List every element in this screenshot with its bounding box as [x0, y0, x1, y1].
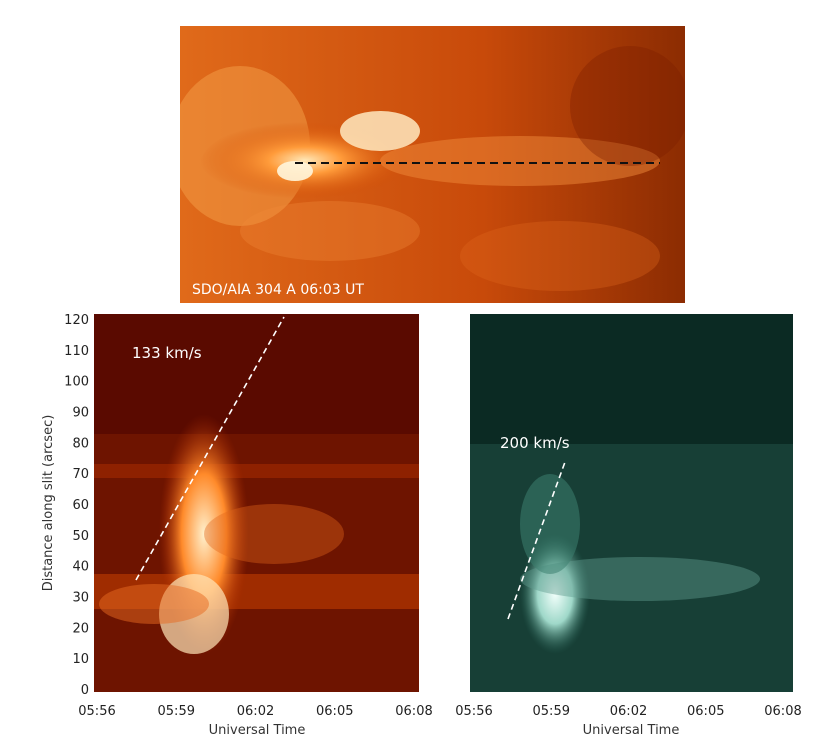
aia-304-image: SDO/AIA 304 A 06:03 UT — [180, 26, 685, 303]
velocity-label: 133 km/s — [132, 344, 202, 362]
y-tick-label: 120 — [64, 313, 89, 328]
x-tick-label: 05:56 — [78, 704, 115, 719]
image-caption: SDO/AIA 304 A 06:03 UT — [192, 282, 364, 298]
x-tick-label: 06:05 — [316, 704, 353, 719]
y-tick-label: 100 — [64, 375, 89, 390]
y-axis-title: Distance along slit (arcsec) — [41, 415, 56, 592]
y-tick-label: 60 — [72, 498, 89, 513]
y-tick-label: 10 — [72, 652, 89, 667]
x-tick-label: 06:05 — [687, 704, 724, 719]
y-tick-label: 80 — [72, 436, 89, 451]
y-tick-label: 30 — [72, 591, 89, 606]
x-tick-label: 06:02 — [237, 704, 274, 719]
y-tick-label: 20 — [72, 621, 89, 636]
x-tick-label: 06:08 — [764, 704, 801, 719]
y-tick-label: 0 — [81, 683, 89, 698]
time-distance-green-plot: 200 km/s — [470, 314, 793, 692]
x-axis-title-right: Universal Time — [583, 723, 680, 738]
x-tick-label: 05:59 — [158, 704, 195, 719]
y-tick-label: 70 — [72, 467, 89, 482]
x-tick-label: 05:59 — [533, 704, 570, 719]
y-tick-label: 50 — [72, 529, 89, 544]
x-tick-label: 05:56 — [455, 704, 492, 719]
x-tick-label: 06:02 — [610, 704, 647, 719]
y-tick-label: 90 — [72, 406, 89, 421]
velocity-fit-line — [507, 461, 566, 620]
time-distance-304-plot: 133 km/s — [94, 314, 419, 692]
x-axis-title-left: Universal Time — [209, 723, 306, 738]
y-tick-label: 40 — [72, 560, 89, 575]
velocity-fit-line — [135, 316, 285, 581]
y-tick-label: 110 — [64, 344, 89, 359]
x-tick-label: 06:08 — [395, 704, 432, 719]
velocity-label: 200 km/s — [500, 434, 570, 452]
